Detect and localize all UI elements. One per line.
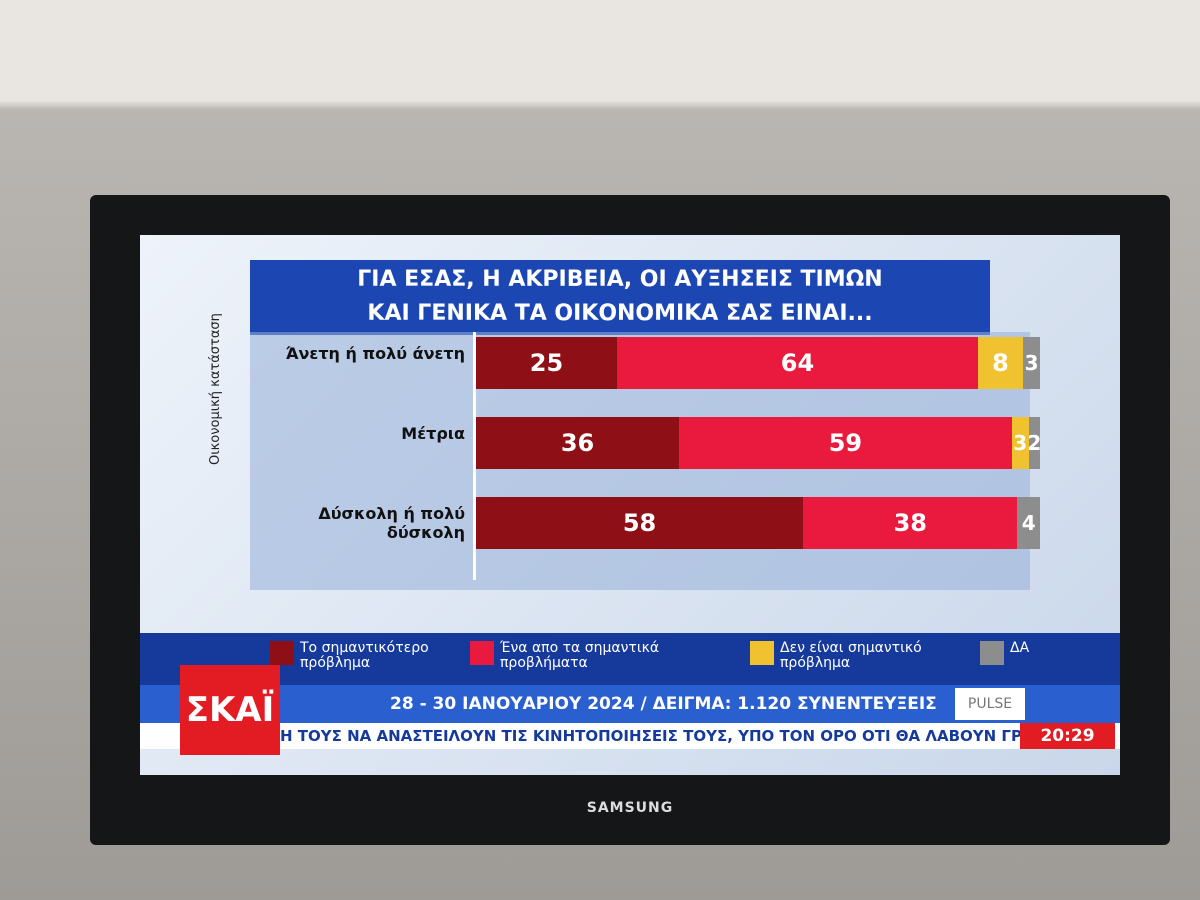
screen: ΓΙΑ ΕΣΑΣ, Η ΑΚΡΙΒΕΙΑ, ΟΙ ΑΥΞΗΣΕΙΣ ΤΙΜΩΝ … — [140, 235, 1120, 775]
bar-segment: 38 — [803, 497, 1018, 549]
legend-item: Το σημαντικότερο πρόβλημα — [270, 641, 460, 671]
pollster-logo: PULSE — [955, 688, 1025, 720]
bar-segment: 3 — [1023, 337, 1040, 389]
legend: Το σημαντικότερο πρόβλημα Ένα απο τα σημα… — [140, 633, 1120, 685]
legend-swatch — [470, 641, 494, 665]
legend-item: Δεν είναι σημαντικό πρόβλημα — [750, 641, 960, 671]
info-bar: 28 - 30 ΙΑΝΟΥΑΡΙΟΥ 2024 / ΔΕΙΓΜΑ: 1.120 … — [140, 685, 1120, 723]
value-label: 36 — [560, 429, 595, 457]
ticker-text: Η ΤΟΥΣ ΝΑ ΑΝΑΣΤΕΙΛΟΥΝ ΤΙΣ ΚΙΝΗΤΟΠΟΙΗΣΕΙΣ… — [280, 727, 1020, 745]
news-ticker: Η ΤΟΥΣ ΝΑ ΑΝΑΣΤΕΙΛΟΥΝ ΤΙΣ ΚΙΝΗΤΟΠΟΙΗΣΕΙΣ… — [140, 723, 1120, 749]
value-label: 4 — [1021, 511, 1036, 535]
bar-segment: 64 — [617, 337, 978, 389]
clock: 20:29 — [1020, 723, 1115, 749]
bar-segment: 2 — [1027, 417, 1042, 469]
value-label: 8 — [992, 349, 1009, 377]
bar-segment: 4 — [1017, 497, 1040, 549]
chart-title: ΓΙΑ ΕΣΑΣ, Η ΑΚΡΙΒΕΙΑ, ΟΙ ΑΥΞΗΣΕΙΣ ΤΙΜΩΝ … — [250, 260, 990, 335]
legend-label: Ένα απο τα σημαντικά προβλήματα — [500, 640, 660, 671]
value-label: 64 — [780, 349, 815, 377]
y-axis-label: Οικονομική κατάσταση — [208, 313, 223, 465]
value-label: 25 — [529, 349, 564, 377]
survey-info: 28 - 30 ΙΑΝΟΥΑΡΙΟΥ 2024 / ΔΕΙΓΜΑ: 1.120 … — [390, 694, 937, 714]
legend-label: ΔΑ — [1010, 640, 1030, 656]
value-label: 3 — [1013, 431, 1028, 455]
legend-label: Δεν είναι σημαντικό πρόβλημα — [780, 640, 922, 671]
title-line: ΚΑΙ ΓΕΝΙΚΑ ΤΑ ΟΙΚΟΝΟΜΙΚΑ ΣΑΣ ΕΙΝΑΙ... — [367, 301, 873, 326]
bar-segment: 59 — [679, 417, 1012, 469]
category-label: Άνετη ή πολύ άνετη — [285, 344, 465, 363]
channel-logo: ΣΚΑΪ — [180, 665, 280, 755]
legend-swatch — [980, 641, 1004, 665]
bar-segment: 8 — [977, 337, 1024, 389]
bar-segment: 58 — [476, 497, 804, 549]
tv-brand: SAMSUNG — [586, 800, 674, 816]
bar-segment: 36 — [476, 417, 680, 469]
title-line: ΓΙΑ ΕΣΑΣ, Η ΑΚΡΙΒΕΙΑ, ΟΙ ΑΥΞΗΣΕΙΣ ΤΙΜΩΝ — [357, 267, 883, 292]
bar-segment: 25 — [476, 337, 617, 389]
tv: ΓΙΑ ΕΣΑΣ, Η ΑΚΡΙΒΕΙΑ, ΟΙ ΑΥΞΗΣΕΙΣ ΤΙΜΩΝ … — [90, 195, 1170, 845]
category-label: Μέτρια — [401, 424, 465, 443]
category-label: Δύσκολη ή πολύ δύσκολη — [318, 504, 465, 542]
legend-swatch — [750, 641, 774, 665]
legend-swatch — [270, 641, 294, 665]
value-label: 38 — [893, 509, 927, 537]
axis-line — [473, 332, 476, 580]
value-label: 3 — [1024, 351, 1039, 375]
legend-item: ΔΑ — [980, 641, 1060, 665]
value-label: 2 — [1027, 431, 1042, 455]
bar-segment: 3 — [1011, 417, 1029, 469]
value-label: 59 — [828, 429, 863, 457]
legend-item: Ένα απο τα σημαντικά προβλήματα — [470, 641, 730, 671]
value-label: 58 — [622, 509, 657, 537]
legend-label: Το σημαντικότερο πρόβλημα — [300, 640, 429, 671]
